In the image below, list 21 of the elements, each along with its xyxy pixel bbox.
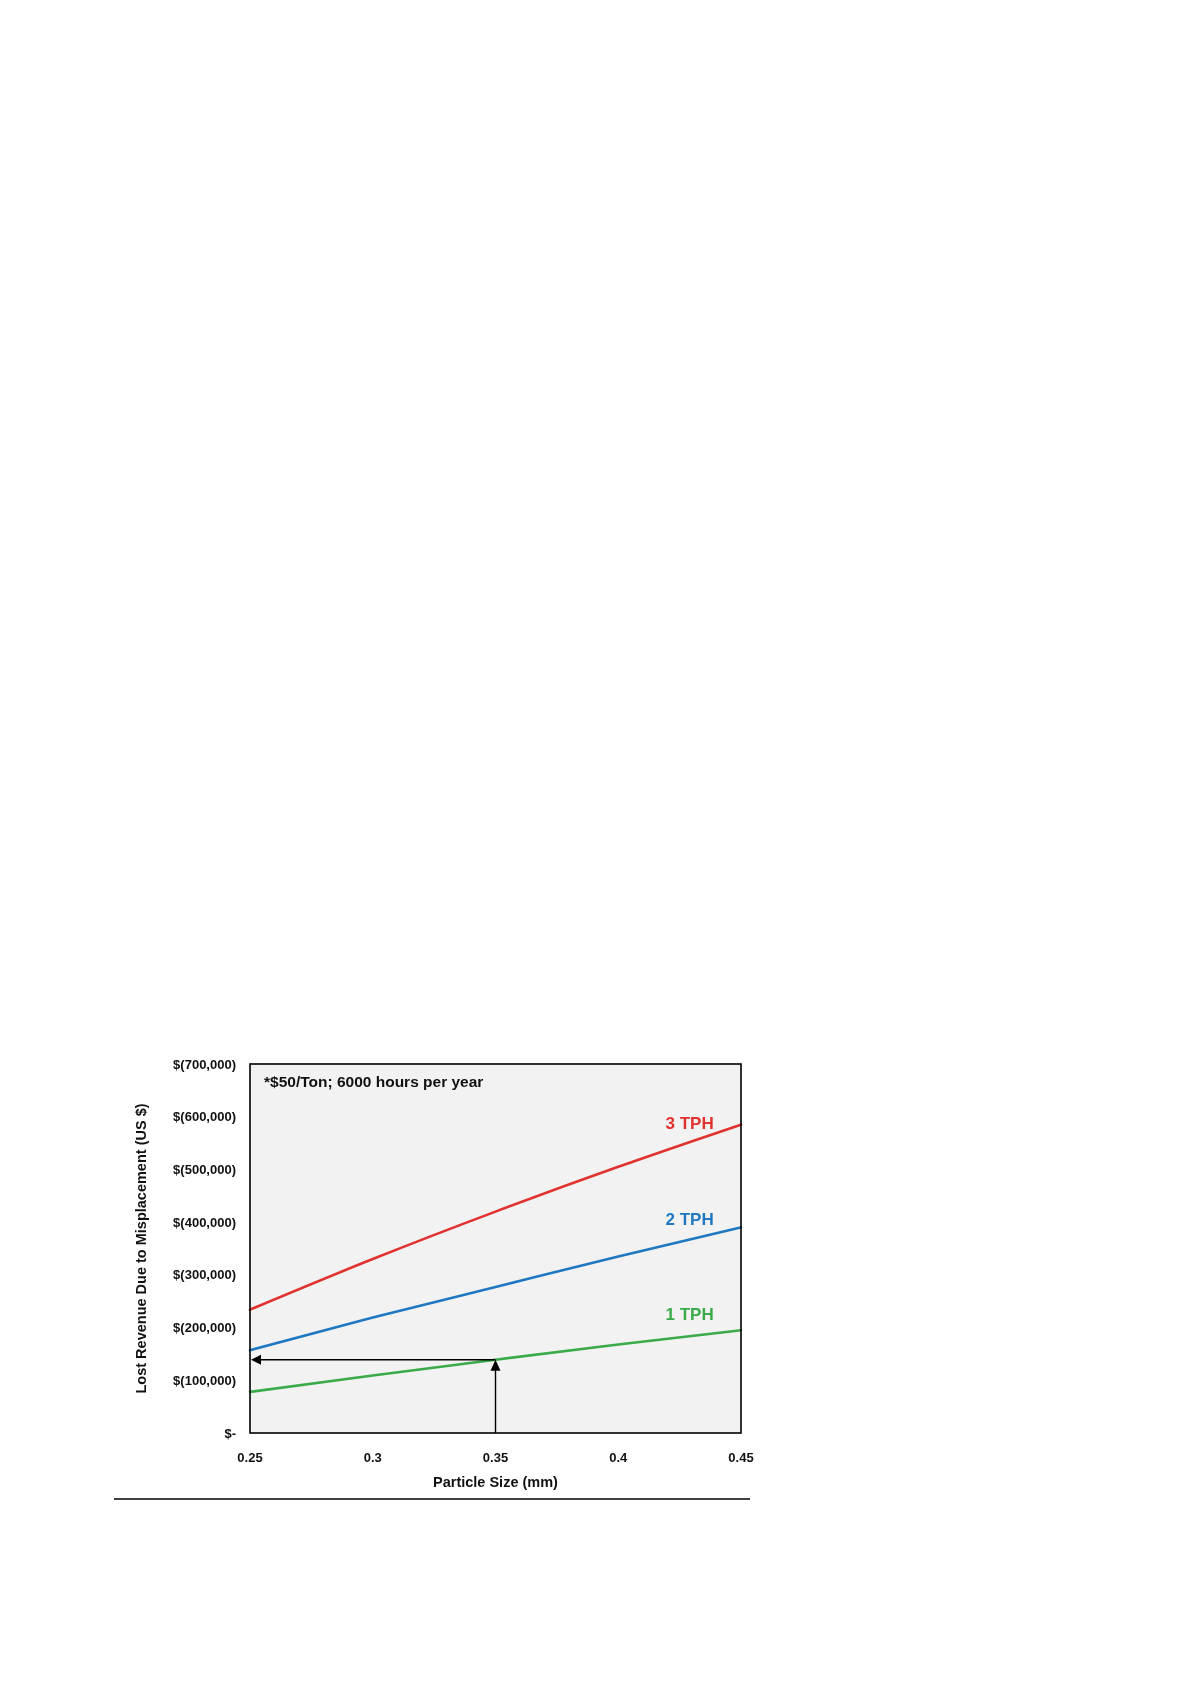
x-tick-label: 0.45 bbox=[728, 1450, 754, 1465]
y-tick-label: $(200,000) bbox=[173, 1320, 236, 1336]
series-label: 1 TPH bbox=[665, 1305, 714, 1325]
series-label: 2 TPH bbox=[665, 1209, 714, 1229]
annotation: *$50/Ton; 6000 hours per year bbox=[264, 1073, 484, 1090]
x-tick-label: 0.35 bbox=[482, 1450, 509, 1465]
y-tick-label: $(700,000) bbox=[173, 1056, 236, 1072]
x-tick-label: 0.3 bbox=[363, 1450, 382, 1465]
line-series bbox=[248, 1328, 743, 1394]
series-label: 3 TPH bbox=[665, 1113, 714, 1133]
x-tick-label: 0.4 bbox=[609, 1450, 629, 1465]
y-tick-label: $- bbox=[224, 1425, 236, 1441]
y-tick-label: $(400,000) bbox=[173, 1214, 236, 1230]
x-axis-title: Particle Size (mm) bbox=[433, 1474, 559, 1490]
line-series bbox=[248, 1226, 743, 1352]
y-tick-label: $(100,000) bbox=[173, 1372, 236, 1388]
y-tick-label: $(500,000) bbox=[173, 1161, 236, 1177]
y-tick-label: $(600,000) bbox=[173, 1109, 236, 1125]
y-axis-title: Lost Revenue Due to Misplacement (US $) bbox=[133, 1103, 149, 1394]
x-tick-label: 0.25 bbox=[237, 1450, 263, 1465]
y-tick-label: $(300,000) bbox=[173, 1267, 236, 1283]
